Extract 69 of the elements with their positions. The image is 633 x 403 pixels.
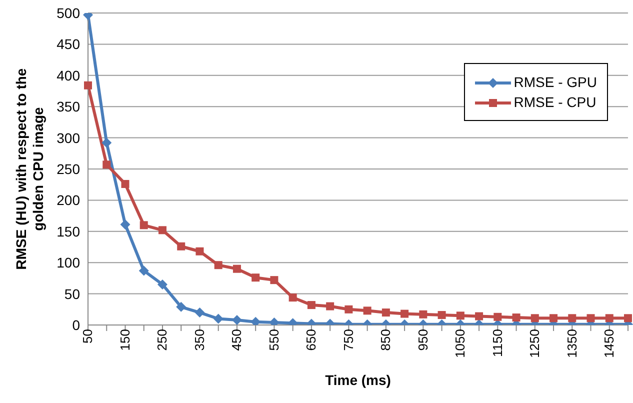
point: [550, 314, 558, 322]
x-tick-label: 550: [266, 329, 282, 351]
point: [288, 294, 297, 302]
y-tick-label: 150: [56, 223, 80, 240]
x-tick-label: 350: [192, 329, 207, 351]
x-axis-title: Time (ms): [325, 372, 391, 388]
point: [232, 315, 242, 325]
x-tick-label: 50: [80, 329, 96, 344]
point: [194, 308, 205, 318]
point: [568, 314, 576, 322]
point: [605, 314, 614, 322]
point: [382, 308, 390, 317]
y-tick-label: 450: [56, 36, 80, 52]
point: [102, 138, 112, 148]
x-tick-label: 650: [304, 329, 319, 351]
point: [456, 312, 464, 320]
y-tick-label: 250: [56, 160, 80, 177]
point: [400, 310, 409, 318]
point: [214, 261, 222, 270]
point: [121, 180, 130, 188]
point: [196, 247, 204, 256]
point: [120, 220, 130, 230]
point: [326, 302, 334, 310]
point: [138, 266, 149, 276]
point: [213, 314, 224, 324]
point: [419, 310, 428, 318]
y-tick-label: 0: [72, 316, 80, 333]
point: [140, 221, 148, 230]
y-tick-label: 300: [56, 130, 80, 146]
y-tick-label: 400: [56, 67, 80, 84]
point: [363, 306, 372, 315]
legend-label: RMSE - GPU: [512, 74, 597, 90]
point: [624, 314, 632, 322]
point: [475, 312, 484, 320]
point: [250, 316, 261, 325]
point: [307, 301, 316, 310]
x-tick-label: 850: [378, 329, 394, 351]
x-tick-label: 150: [117, 329, 132, 351]
point: [176, 302, 186, 312]
point: [494, 312, 502, 321]
x-tick-label: 950: [415, 329, 430, 351]
y-tick-label: 100: [56, 254, 80, 271]
x-tick-label: 1450: [602, 329, 617, 358]
point: [157, 279, 168, 290]
x-tick-label: 250: [154, 329, 170, 351]
point: [102, 160, 111, 169]
point: [232, 264, 241, 273]
point: [252, 274, 260, 282]
x-tick-label: 1050: [452, 329, 468, 358]
point: [586, 314, 595, 322]
y-tick-label: 500: [56, 4, 80, 21]
y-tick-label: 50: [64, 286, 80, 302]
x-tick-label: 1150: [490, 329, 505, 357]
point: [84, 81, 92, 90]
x-tick-label: 750: [340, 329, 356, 351]
point: [158, 226, 166, 234]
y-tick-label: 200: [56, 192, 80, 208]
legend-label: RMSE - CPU: [512, 94, 597, 110]
point: [344, 305, 353, 314]
y-tick-label: 350: [56, 98, 80, 115]
x-tick-label: 1250: [527, 329, 542, 358]
point: [177, 242, 186, 250]
point: [438, 311, 446, 320]
point: [530, 314, 539, 322]
y-axis-title: RMSE (HU) with respect to the golden CPU image: [13, 68, 46, 270]
point: [270, 276, 278, 284]
x-tick-label: 450: [229, 329, 244, 351]
x-tick-label: 1350: [564, 329, 580, 358]
point: [512, 314, 520, 322]
